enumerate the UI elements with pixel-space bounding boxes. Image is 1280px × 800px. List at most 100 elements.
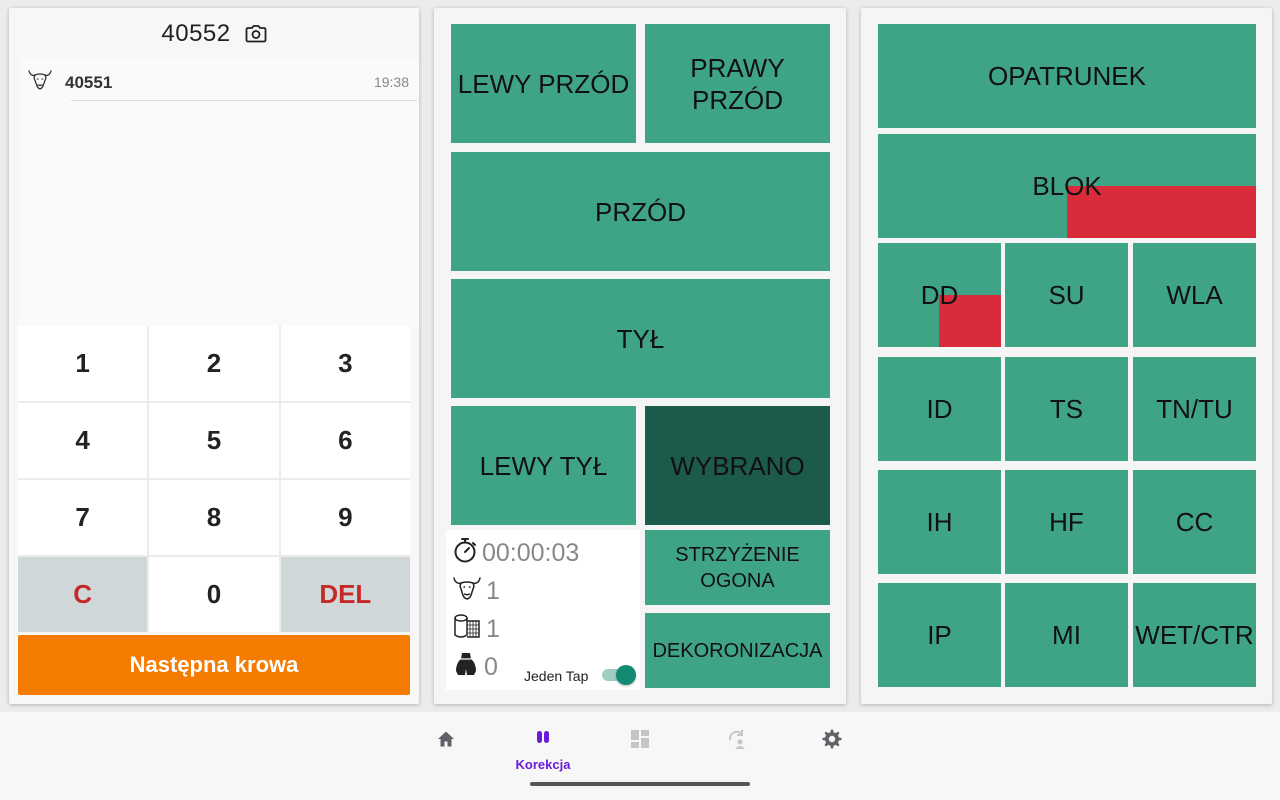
tile-lewy-przod[interactable]: LEWY PRZÓD: [451, 24, 636, 143]
current-cow-id: 40552: [161, 20, 231, 47]
key-9[interactable]: 9: [280, 480, 410, 555]
tile-label: ID: [926, 394, 953, 424]
tile-label: OPATRUNEK: [988, 61, 1146, 91]
bandage-roll-icon: [452, 612, 482, 647]
current-cow-header: 40552: [9, 18, 419, 50]
cow-icon: [452, 574, 482, 609]
tile-label: BLOK: [1032, 171, 1102, 201]
nav-dashboard[interactable]: [610, 728, 670, 772]
treatment-panel: OPATRUNEK BLOK DD SU WLA ID TS TN/TU IH …: [861, 8, 1272, 704]
block-count-row: 1: [452, 612, 500, 647]
history-cow-id: 40551: [65, 73, 113, 92]
jeden-tap-toggle[interactable]: [602, 664, 636, 685]
settings-icon: [821, 728, 843, 755]
tile-ih[interactable]: IH: [878, 470, 1001, 574]
nav-korekcja[interactable]: Korekcja: [513, 728, 573, 772]
tile-label: LEWY PRZÓD: [457, 68, 630, 99]
key-1[interactable]: 1: [18, 326, 148, 401]
tile-wla[interactable]: WLA: [1133, 243, 1256, 347]
tile-label: IP: [927, 620, 952, 650]
tile-su[interactable]: SU: [1005, 243, 1128, 347]
tile-opatrunek[interactable]: OPATRUNEK: [878, 24, 1256, 128]
tile-dd[interactable]: DD: [878, 243, 1001, 347]
tile-mi[interactable]: MI: [1005, 583, 1128, 687]
tile-cc[interactable]: CC: [1133, 470, 1256, 574]
tile-dekoronizacja[interactable]: DEKORONIZACJA: [645, 613, 830, 688]
tile-label: IH: [926, 507, 953, 537]
other-count: 0: [484, 653, 498, 681]
numeric-keypad: 1 2 3 4 5 6 7 8 9 C 0 DEL: [18, 326, 410, 632]
nav-korekcja-label: Korekcja: [515, 757, 571, 772]
tile-label: WET/CTR: [1135, 620, 1254, 650]
tile-label: DD: [920, 280, 959, 310]
tile-label: WYBRANO: [670, 450, 805, 481]
tile-label: CC: [1175, 507, 1214, 537]
cow-history-list: 40551 19:38: [19, 58, 419, 328]
session-stats: 00:00:03 1 1 0 Jeden Tap: [446, 530, 640, 690]
tile-tyl[interactable]: TYŁ: [451, 279, 830, 398]
tile-label: LEWY TYŁ: [479, 450, 608, 481]
tile-prawy-przod[interactable]: PRAWY PRZÓD: [645, 24, 830, 143]
clear-key[interactable]: C: [18, 557, 148, 632]
tile-label: STRZYŻENIE: [675, 543, 800, 566]
divider: [71, 100, 417, 101]
gesture-home-bar[interactable]: [530, 782, 750, 786]
nav-swap[interactable]: [708, 728, 768, 772]
tile-id[interactable]: ID: [878, 357, 1001, 461]
tile-wybrano[interactable]: WYBRANO: [645, 406, 830, 525]
swap-icon: [726, 728, 750, 755]
tile-label: WLA: [1166, 280, 1223, 310]
jeden-tap-label: Jeden Tap: [524, 668, 589, 684]
tile-label: OGONA: [700, 569, 775, 592]
hoof-zone-panel: LEWY PRZÓD PRAWY PRZÓD PRZÓD TYŁ LEWY TY…: [434, 8, 846, 704]
stopwatch-icon: [452, 536, 478, 571]
tile-label: DEKORONIZACJA: [652, 639, 823, 662]
other-count-row: 0: [452, 650, 498, 685]
hoof-icon: [452, 650, 480, 685]
tile-wet-ctr[interactable]: WET/CTR: [1133, 583, 1256, 687]
tile-label: MI: [1052, 620, 1081, 650]
cow-count-row: 1: [452, 574, 500, 609]
timer-value: 00:00:03: [482, 539, 580, 567]
block-count: 1: [486, 615, 500, 643]
dashboard-icon: [629, 728, 651, 755]
korekcja-icon: [532, 728, 554, 755]
home-icon: [435, 728, 457, 755]
keypad-panel: 40552 40551 19:38 1 2 3 4 5 6 7 8 9 C 0 …: [9, 8, 419, 704]
tile-przod[interactable]: PRZÓD: [451, 152, 830, 271]
key-5[interactable]: 5: [149, 403, 279, 478]
tile-tn-tu[interactable]: TN/TU: [1133, 357, 1256, 461]
tile-label: TS: [1049, 394, 1084, 424]
bottom-navigation: Korekcja: [0, 712, 1280, 800]
tile-lewy-tyl[interactable]: LEWY TYŁ: [451, 406, 636, 525]
camera-icon[interactable]: [245, 24, 267, 44]
tile-label: PRZÓD: [595, 196, 686, 227]
key-4[interactable]: 4: [18, 403, 148, 478]
tile-hf[interactable]: HF: [1005, 470, 1128, 574]
timer-row: 00:00:03: [452, 536, 579, 571]
key-0[interactable]: 0: [149, 557, 279, 632]
cow-count: 1: [486, 577, 500, 605]
tile-label: PRZÓD: [692, 84, 783, 115]
next-cow-button[interactable]: Następna krowa: [18, 635, 410, 695]
list-item[interactable]: 40551 19:38: [19, 64, 419, 100]
key-8[interactable]: 8: [149, 480, 279, 555]
tile-label: TYŁ: [616, 323, 665, 354]
nav-settings[interactable]: [802, 728, 862, 772]
history-timestamp: 19:38: [373, 74, 409, 90]
key-3[interactable]: 3: [280, 326, 410, 401]
tile-label: SU: [1048, 280, 1085, 310]
tile-ts[interactable]: TS: [1005, 357, 1128, 461]
toggle-thumb: [616, 665, 636, 685]
key-7[interactable]: 7: [18, 480, 148, 555]
key-2[interactable]: 2: [149, 326, 279, 401]
tile-ip[interactable]: IP: [878, 583, 1001, 687]
tile-strzyzenie-ogona[interactable]: STRZYŻENIE OGONA: [645, 530, 830, 605]
delete-key[interactable]: DEL: [280, 557, 410, 632]
blok-marker: [1067, 186, 1256, 238]
nav-home[interactable]: [416, 728, 476, 772]
tile-blok[interactable]: BLOK: [878, 134, 1256, 238]
tile-label: HF: [1049, 507, 1084, 537]
key-6[interactable]: 6: [280, 403, 410, 478]
cow-icon: [27, 68, 53, 97]
